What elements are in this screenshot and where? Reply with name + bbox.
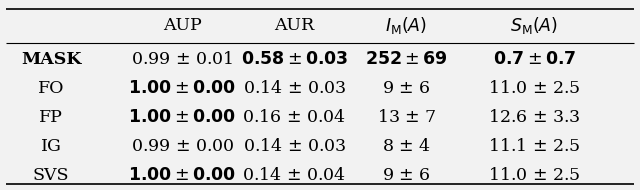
Text: FO: FO (38, 80, 65, 97)
Text: 0.16 $\pm$ 0.04: 0.16 $\pm$ 0.04 (243, 109, 346, 126)
Text: $\mathbf{0.7} \pm \mathbf{0.7}$: $\mathbf{0.7} \pm \mathbf{0.7}$ (493, 51, 576, 68)
Text: 0.14 $\pm$ 0.03: 0.14 $\pm$ 0.03 (243, 138, 346, 155)
Text: 13 $\pm$ 7: 13 $\pm$ 7 (376, 109, 436, 126)
Text: $\mathbf{1.00} \pm \mathbf{0.00}$: $\mathbf{1.00} \pm \mathbf{0.00}$ (128, 167, 237, 184)
Text: MASK: MASK (21, 51, 81, 68)
Text: 11.0 $\pm$ 2.5: 11.0 $\pm$ 2.5 (488, 167, 580, 184)
Text: 9 $\pm$ 6: 9 $\pm$ 6 (382, 167, 431, 184)
Text: 0.99 $\pm$ 0.00: 0.99 $\pm$ 0.00 (131, 138, 234, 155)
Text: $I_\mathrm{M}(A)$: $I_\mathrm{M}(A)$ (385, 15, 428, 36)
Text: $\mathbf{1.00} \pm \mathbf{0.00}$: $\mathbf{1.00} \pm \mathbf{0.00}$ (128, 109, 237, 126)
Text: 12.6 $\pm$ 3.3: 12.6 $\pm$ 3.3 (488, 109, 580, 126)
Text: FP: FP (39, 109, 63, 126)
Text: 9 $\pm$ 6: 9 $\pm$ 6 (382, 80, 431, 97)
Text: 0.14 $\pm$ 0.03: 0.14 $\pm$ 0.03 (243, 80, 346, 97)
Text: 0.99 $\pm$ 0.01: 0.99 $\pm$ 0.01 (131, 51, 234, 68)
Text: $S_\mathrm{M}(A)$: $S_\mathrm{M}(A)$ (511, 15, 558, 36)
Text: AUR: AUR (275, 17, 314, 34)
Text: 0.14 $\pm$ 0.04: 0.14 $\pm$ 0.04 (243, 167, 346, 184)
Text: 8 $\pm$ 4: 8 $\pm$ 4 (382, 138, 431, 155)
Text: $\mathbf{252} \pm \mathbf{69}$: $\mathbf{252} \pm \mathbf{69}$ (365, 51, 448, 68)
Text: AUP: AUP (163, 17, 202, 34)
Text: IG: IG (41, 138, 61, 155)
Text: SVS: SVS (33, 167, 70, 184)
Text: $\mathbf{0.58} \pm \mathbf{0.03}$: $\mathbf{0.58} \pm \mathbf{0.03}$ (241, 51, 348, 68)
Text: 11.0 $\pm$ 2.5: 11.0 $\pm$ 2.5 (488, 80, 580, 97)
Text: $\mathbf{1.00} \pm \mathbf{0.00}$: $\mathbf{1.00} \pm \mathbf{0.00}$ (128, 80, 237, 97)
Text: 11.1 $\pm$ 2.5: 11.1 $\pm$ 2.5 (488, 138, 580, 155)
